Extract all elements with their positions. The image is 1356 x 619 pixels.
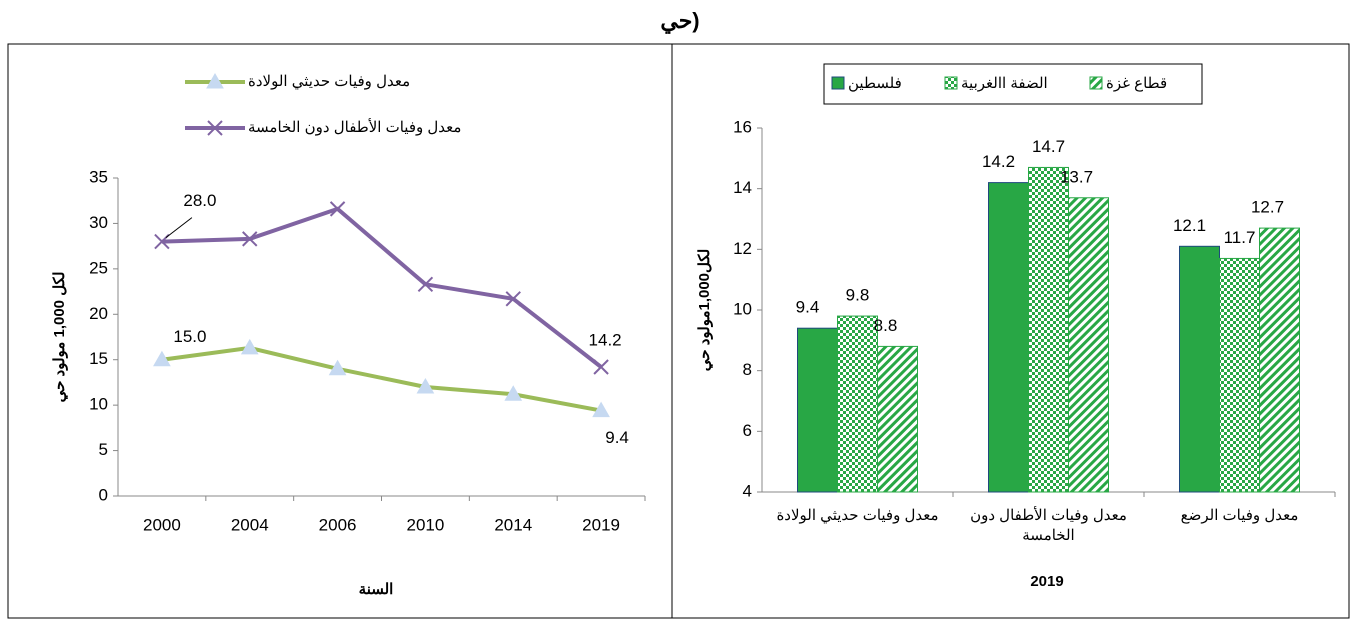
marker — [504, 385, 523, 401]
y-tick-label: 12 — [733, 239, 752, 258]
bar — [1259, 227, 1300, 493]
bar — [797, 327, 838, 493]
bar — [1028, 166, 1069, 493]
x-tick-label: 2004 — [231, 515, 269, 534]
x-tick-label: 2010 — [407, 515, 445, 534]
data-label: 28.0 — [183, 191, 216, 210]
y-tick-label: 4 — [743, 481, 752, 500]
marker — [417, 276, 434, 293]
x-tick-label: 2006 — [319, 515, 357, 534]
legend-label: معدل وفيات حديثي الولادة — [248, 73, 410, 90]
bar — [1179, 245, 1220, 493]
legend-swatch — [944, 76, 958, 90]
data-label: 8.8 — [874, 316, 898, 335]
marker — [593, 359, 609, 375]
leader — [165, 217, 193, 238]
y-tick-label: 10 — [89, 395, 108, 414]
legend-label: معدل وفيات الأطفال دون الخامسة — [248, 118, 461, 136]
heading: حي) — [660, 8, 699, 34]
y-tick-label: 8 — [743, 360, 752, 379]
data-label: 12.1 — [1173, 216, 1206, 235]
x-tick-label: 2000 — [143, 515, 181, 534]
marker — [207, 120, 223, 136]
bar — [1219, 257, 1260, 493]
y-tick-label: 20 — [89, 304, 108, 323]
x-tick-label: معدل وفيات الأطفال دون الخامسة — [970, 507, 1127, 544]
legend-box — [823, 63, 1203, 105]
data-label: 9.8 — [846, 286, 870, 305]
marker — [505, 291, 521, 307]
y-tick-label: 25 — [89, 258, 108, 277]
series-line — [161, 345, 602, 413]
bar — [988, 182, 1029, 493]
data-label: 15.0 — [173, 327, 206, 346]
x-tick-label: معدل وفيات الرضع — [1180, 507, 1299, 524]
x-tick-label-box: معدل وفيات حديثي الولادة — [776, 507, 939, 524]
x-tick-label: معدل وفيات حديثي الولادة — [776, 507, 939, 524]
x-tick-label: 2014 — [494, 515, 532, 534]
legend-label: فلسطين — [848, 75, 902, 92]
marker — [206, 72, 224, 89]
marker — [240, 338, 259, 355]
bar — [837, 315, 878, 493]
legend-swatch — [1089, 76, 1103, 90]
y-tick-label: 5 — [99, 440, 108, 459]
marker — [592, 401, 610, 418]
legend-swatch — [831, 76, 845, 90]
data-label: 14.2 — [982, 152, 1015, 171]
data-label: 11.7 — [1224, 228, 1256, 247]
marker — [416, 377, 435, 394]
series-line — [161, 206, 603, 369]
y-tick-label: 16 — [733, 117, 752, 136]
x-tick-label: 2019 — [582, 515, 620, 534]
data-label: 14.2 — [589, 330, 622, 349]
y-tick-label: 0 — [99, 485, 108, 504]
x-tick-label-box: معدل وفيات الأطفال دون الخامسة — [970, 507, 1127, 544]
y-tick-label: 14 — [733, 178, 752, 197]
y-tick-label: 6 — [743, 421, 752, 440]
data-label: 14.7 — [1032, 137, 1065, 156]
data-label: 9.4 — [605, 428, 629, 447]
marker — [242, 231, 258, 247]
marker — [153, 350, 171, 367]
x-axis-title: السنة — [359, 581, 394, 598]
y-axis-title: لكل1,000مولود حي — [696, 249, 714, 372]
data-label: 9.4 — [796, 298, 820, 317]
legend-label: قطاع غزة — [1106, 75, 1167, 92]
x-axis-title: 2019 — [1030, 573, 1063, 590]
y-tick-label: 15 — [89, 349, 108, 368]
y-axis-title: لكل 1,000 مولود حي — [51, 272, 69, 403]
y-tick-label: 10 — [733, 299, 752, 318]
y-tick-label: 30 — [89, 213, 108, 232]
data-label: 13.7 — [1060, 167, 1093, 186]
bar — [1068, 197, 1109, 493]
y-tick-label: 35 — [89, 167, 108, 186]
legend-label: الضفة االغربية — [961, 75, 1048, 92]
marker — [328, 359, 347, 376]
frame — [671, 43, 1350, 619]
x-tick-label-box: معدل وفيات الرضع — [1180, 507, 1299, 524]
marker — [329, 201, 346, 217]
bar — [877, 345, 918, 493]
data-label: 12.7 — [1251, 198, 1284, 217]
